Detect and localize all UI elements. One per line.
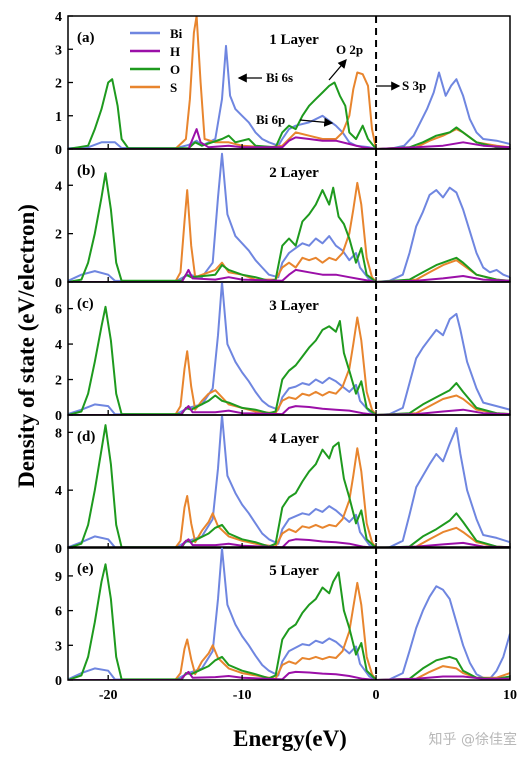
panel-label: (c) <box>77 296 94 312</box>
series-line-h <box>68 268 510 282</box>
annotation-arrow-bi6p <box>299 117 334 127</box>
y-tick-label: 4 <box>55 338 62 353</box>
y-tick-label: 0 <box>55 143 62 158</box>
y-tick-label: 3 <box>55 639 62 654</box>
series-line-o <box>68 424 510 548</box>
series-line-s <box>68 447 510 548</box>
x-tick-label: 0 <box>373 688 380 703</box>
y-tick-label: 0 <box>55 409 62 424</box>
series-line-s <box>68 16 510 149</box>
annotation-arrow-o2p <box>328 59 347 81</box>
panel-title: 4 Layer <box>269 431 319 447</box>
panel-label: (b) <box>77 163 95 179</box>
dos-panel-5: 0 3 6 9 (e) 5 Layer -20 -10 0 10 <box>55 546 517 703</box>
y-axis-title: Density of state (eV/electron) <box>14 204 39 488</box>
y-tick-label: 8 <box>55 426 62 441</box>
panel-title: 3 Layer <box>269 298 319 314</box>
x-axis-title: Energy(eV) <box>233 726 347 751</box>
y-tick-label: 0 <box>55 276 62 291</box>
y-tick-label: 2 <box>55 374 62 389</box>
x-tick-label: -20 <box>99 688 118 703</box>
y-tick-label: 3 <box>55 43 62 58</box>
series-line-h <box>68 405 510 415</box>
panel-title: 1 Layer <box>269 32 319 48</box>
y-tick-label: 6 <box>55 303 62 318</box>
legend-label-h: H <box>170 44 180 59</box>
y-tick-label: 2 <box>55 77 62 92</box>
watermark-text: 知乎 @徐佳室 <box>429 731 517 748</box>
y-tick-label: 6 <box>55 605 62 620</box>
legend: Bi HOS <box>130 26 183 95</box>
y-tick-label: 4 <box>55 484 62 499</box>
x-tick-label: 10 <box>503 688 517 703</box>
panel-title: 5 Layer <box>269 563 319 579</box>
dos-panel-4: 0 4 8 (d) 4 Layer <box>55 414 511 557</box>
legend-label-bi: Bi <box>170 26 183 41</box>
series-line-bi <box>68 547 510 680</box>
annotation-o2p: O 2p <box>336 42 363 57</box>
series-line-o <box>68 305 510 415</box>
annotation-bi6s: Bi 6s <box>266 70 293 85</box>
y-tick-label: 4 <box>55 179 62 194</box>
annotation-s3p: S 3p <box>402 78 426 93</box>
dos-panel-1: 0 1 2 3 4 (a) 1 Layer Bi HOS Bi 6s O 2p S 3p Bi 6p <box>55 10 511 158</box>
legend-label-o: O <box>170 62 180 77</box>
series-line-o <box>68 172 510 282</box>
annotation-bi6p: Bi 6p <box>256 112 285 127</box>
panel-label: (a) <box>77 30 95 46</box>
series-line-bi <box>68 282 510 415</box>
panel-frame <box>67 414 511 549</box>
y-tick-label: 4 <box>55 10 62 25</box>
y-tick-label: 0 <box>55 674 62 689</box>
y-tick-label: 2 <box>55 228 62 243</box>
y-tick-label: 0 <box>55 542 62 557</box>
panel-title: 2 Layer <box>269 165 319 181</box>
series-line-bi <box>68 152 510 282</box>
dos-panel-3: 0 2 4 6 (c) 3 Layer <box>55 281 511 424</box>
y-tick-label: 9 <box>55 570 62 585</box>
legend-label-s: S <box>170 80 177 95</box>
series-line-o <box>68 563 510 680</box>
dos-panel-2: 0 2 4 (b) 2 Layer <box>55 148 511 291</box>
x-tick-label: -10 <box>233 688 252 703</box>
dos-panels: 0 1 2 3 4 (a) 1 Layer Bi HOS Bi 6s O 2p S 3p Bi 6p 0 2… <box>55 10 517 703</box>
series-line-bi <box>68 415 510 548</box>
y-tick-label: 1 <box>55 110 62 125</box>
series-line-o <box>68 78 510 149</box>
series-line-s <box>68 581 510 680</box>
series-line-h <box>68 670 510 680</box>
series-line-h <box>68 128 510 149</box>
panel-label: (d) <box>77 429 95 445</box>
panel-label: (e) <box>77 561 94 577</box>
panel-frame <box>67 546 511 681</box>
series-line-h <box>68 538 510 548</box>
